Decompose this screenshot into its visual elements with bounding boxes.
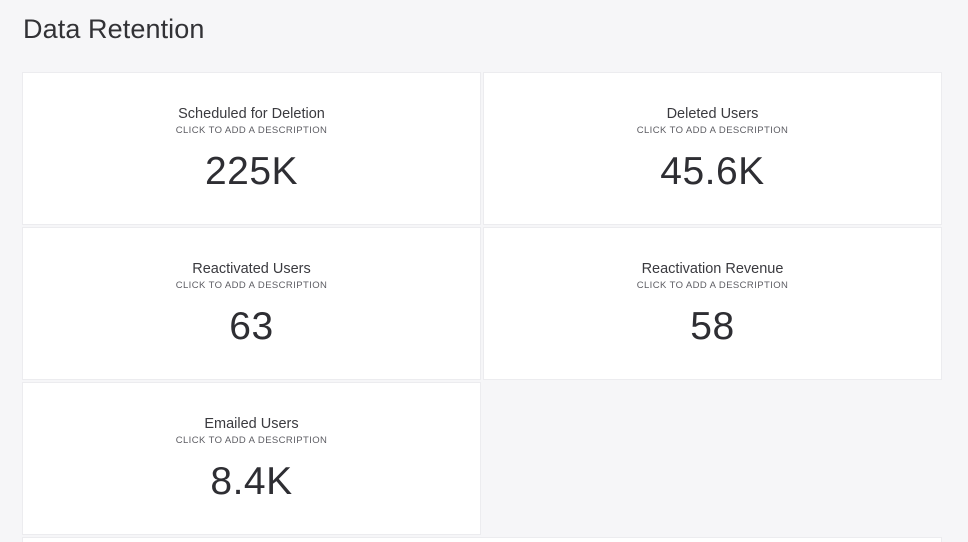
metric-tile-scheduled-for-deletion[interactable]: Scheduled for Deletion CLICK TO ADD A DE… — [22, 72, 481, 225]
tile-title: Reactivation Revenue — [641, 261, 784, 277]
tile-description[interactable]: CLICK TO ADD A DESCRIPTION — [636, 280, 789, 291]
tile-description[interactable]: CLICK TO ADD A DESCRIPTION — [175, 125, 328, 136]
next-tile-edge — [22, 537, 942, 542]
metric-tile-emailed-users[interactable]: Emailed Users CLICK TO ADD A DESCRIPTION… — [22, 382, 481, 535]
tile-description[interactable]: CLICK TO ADD A DESCRIPTION — [175, 435, 328, 446]
tile-description[interactable]: CLICK TO ADD A DESCRIPTION — [175, 280, 328, 291]
tile-description[interactable]: CLICK TO ADD A DESCRIPTION — [636, 125, 789, 136]
tile-value: 58 — [690, 305, 735, 348]
tile-value: 225K — [204, 150, 299, 193]
tile-title: Emailed Users — [204, 416, 299, 432]
tile-value: 63 — [229, 305, 274, 348]
metric-tile-deleted-users[interactable]: Deleted Users CLICK TO ADD A DESCRIPTION… — [483, 72, 942, 225]
tile-value: 45.6K — [660, 150, 765, 193]
metric-tile-reactivation-revenue[interactable]: Reactivation Revenue CLICK TO ADD A DESC… — [483, 227, 942, 380]
page-title: Data Retention — [23, 14, 205, 44]
tile-title: Reactivated Users — [192, 261, 311, 277]
tile-title: Scheduled for Deletion — [178, 106, 325, 122]
metric-tile-reactivated-users[interactable]: Reactivated Users CLICK TO ADD A DESCRIP… — [22, 227, 481, 380]
tile-title: Deleted Users — [666, 106, 759, 122]
tile-value: 8.4K — [210, 460, 293, 503]
